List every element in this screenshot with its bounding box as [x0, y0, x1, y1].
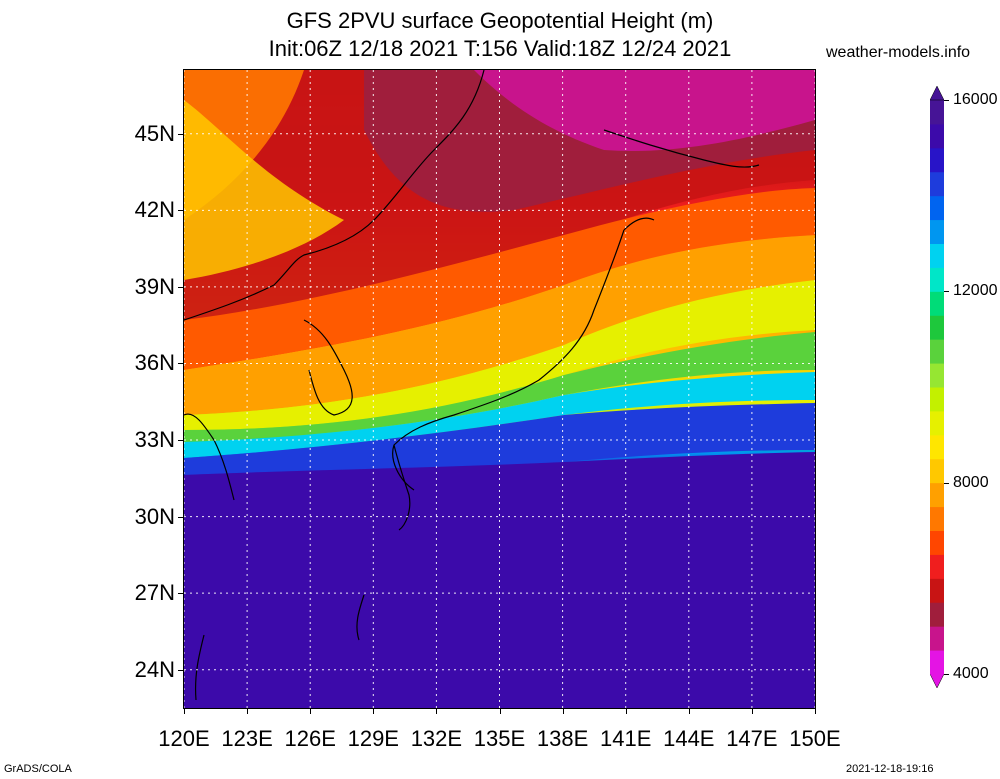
colorbar-swatch: [930, 315, 944, 340]
lon-label: 129E: [347, 726, 399, 751]
lon-label: 132E: [410, 726, 463, 751]
colorbar-swatch: [930, 147, 944, 173]
credit-right: 2021-12-18-19:16: [846, 763, 934, 775]
chart-title: GFS 2PVU surface Geopotential Height (m): [286, 8, 714, 33]
lon-label: 147E: [726, 726, 778, 751]
colorbar-swatch: [930, 554, 944, 579]
colorbar-swatch: [930, 123, 944, 149]
band-orange: [184, 188, 815, 370]
lon-label: 150E: [789, 726, 841, 751]
colorbar-label: 8000: [953, 473, 989, 491]
colorbar: [929, 85, 945, 689]
lon-tick: [562, 708, 564, 714]
coast-ryukyu: [356, 594, 365, 641]
lat-label: 24N: [134, 656, 175, 682]
lat-tick: [178, 363, 184, 365]
lat-label: 45N: [134, 120, 175, 146]
lat-label: 33N: [134, 427, 175, 453]
colorbar-swatch: [930, 387, 944, 412]
lon-tick: [247, 708, 249, 714]
colorbar-swatch: [930, 434, 944, 460]
lon-tick: [310, 708, 312, 714]
band-blue: [184, 403, 815, 475]
coast-mainland: [184, 70, 485, 321]
lon-label: 135E: [473, 726, 526, 751]
band-green: [184, 332, 815, 442]
colorbar-tick: [944, 674, 949, 675]
colorbar-swatch: [930, 267, 944, 292]
chart-subtitle: Init:06Z 12/18 2021 T:156 Valid:18Z 12/2…: [268, 36, 732, 61]
colorbar-tick: [944, 100, 949, 101]
lon-tick: [815, 708, 816, 714]
lon-tick: [625, 708, 627, 714]
lat-tick: [178, 669, 184, 671]
colorbar-swatch: [930, 291, 944, 316]
colorbar-swatch: [930, 482, 944, 508]
band-amber: [184, 235, 815, 415]
colorbar-label: 16000: [953, 91, 998, 108]
lat-label: 36N: [134, 350, 175, 376]
map-panel: [184, 70, 815, 708]
lat-tick: [178, 440, 184, 442]
lon-tick: [751, 708, 753, 714]
lon-tick: [688, 708, 690, 714]
colorbar-swatch: [930, 339, 944, 364]
colorbar-tick: [944, 291, 949, 293]
colorbar-label: 4000: [953, 665, 989, 682]
colorbar-tick: [944, 482, 949, 484]
colorbar-swatch: [930, 219, 944, 244]
band-yellowgreen: [184, 280, 815, 430]
lon-tick: [499, 708, 501, 714]
lat-tick: [178, 516, 184, 518]
band-magenta: [474, 70, 815, 151]
colorbar-min-arrow: [929, 673, 945, 689]
lon-tick: [436, 708, 438, 714]
lat-label: 39N: [134, 273, 175, 299]
colorbar-swatch: [930, 626, 944, 651]
band-yellow-nw: [184, 100, 344, 280]
lat-tick: [178, 210, 184, 212]
colorbar-swatch: [930, 410, 944, 436]
geopotential-field: [184, 70, 815, 708]
colorbar-label: 12000: [953, 282, 998, 300]
colorbar-swatch: [930, 578, 944, 603]
coast-taiwan: [194, 634, 205, 701]
colorbar-swatches: [929, 85, 945, 689]
lat-label: 42N: [134, 197, 175, 223]
colorbar-swatch: [930, 243, 944, 268]
coast-kyushu: [393, 444, 411, 531]
lon-label: 138E: [536, 726, 589, 751]
lat-tick: [178, 133, 184, 135]
gridlines: [184, 70, 815, 708]
coast-tsugaru: [623, 217, 655, 231]
colorbar-swatch: [930, 195, 944, 221]
lat-label: 30N: [134, 503, 175, 529]
lon-label: 126E: [284, 726, 336, 751]
colorbar-swatch: [930, 650, 944, 675]
lon-label: 123E: [221, 726, 273, 751]
source-site: weather-models.info: [826, 44, 971, 61]
band-cyan: [184, 372, 815, 458]
credit-left: GrADS/COLA: [4, 763, 72, 775]
lon-label: 141E: [599, 726, 652, 751]
lat-tick: [178, 286, 184, 288]
coast-korea: [303, 319, 353, 416]
lat-label: 27N: [134, 580, 175, 606]
lon-tick: [184, 708, 185, 714]
lat-tick: [178, 593, 184, 595]
colorbar-swatch: [930, 530, 944, 555]
colorbar-swatch: [930, 602, 944, 627]
colorbar-max-arrow: [929, 85, 945, 101]
colorbar-swatch: [930, 458, 944, 484]
colorbar-swatch: [930, 171, 944, 197]
lon-tick: [373, 708, 375, 714]
colorbar-swatch: [930, 506, 944, 531]
coast-hokkaido: [603, 129, 760, 168]
lon-label: 144E: [663, 726, 715, 751]
lon-label: 120E: [158, 726, 210, 751]
colorbar-swatch: [930, 100, 944, 125]
colorbar-swatch: [930, 363, 944, 388]
